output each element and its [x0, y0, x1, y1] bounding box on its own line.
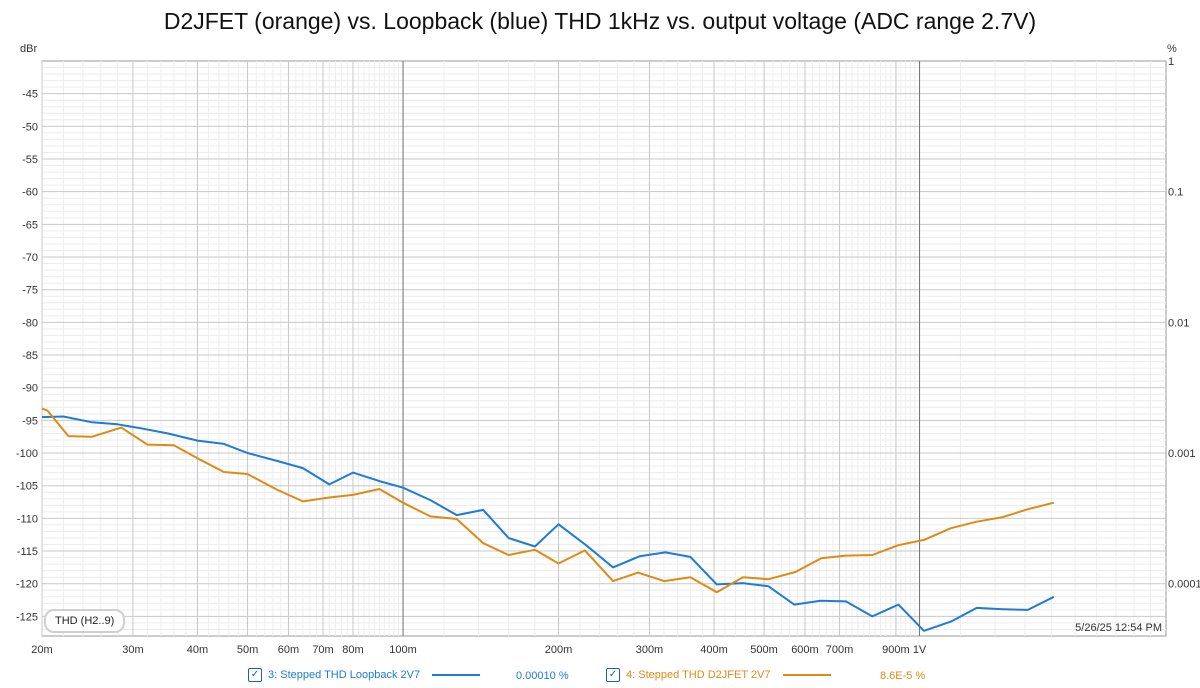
legend: ✓ 3: Stepped THD Loopback 2V7 0.00010 % …	[0, 666, 1200, 688]
y-tick-label: -120	[16, 579, 38, 591]
legend-line-d2jfet	[782, 674, 831, 676]
x-tick-label: 80m	[342, 644, 363, 656]
x-tick-label: 700m	[826, 644, 854, 656]
legend-checkbox-d2jfet[interactable]: ✓	[606, 668, 620, 682]
x-tick-label: 900m	[882, 644, 910, 656]
legend-line-loopback	[432, 674, 481, 676]
y-tick-label: -105	[16, 481, 38, 493]
x-tick-label: 50m	[237, 644, 258, 656]
timestamp: 5/26/25 12:54 PM	[1075, 622, 1162, 634]
y-tick-label: -85	[22, 350, 38, 362]
legend-value-d2jfet: 8.6E-5 %	[880, 670, 926, 682]
y-tick-label-right: 0.01	[1168, 317, 1189, 329]
y-tick-label-right: 0.0001	[1168, 579, 1200, 591]
y-tick-label: -70	[22, 252, 38, 264]
x-tick-label: 30m	[122, 644, 143, 656]
chart-title: D2JFET (orange) vs. Loopback (blue) THD …	[163, 8, 1037, 34]
y-tick-label: -45	[22, 89, 38, 101]
x-tick-label: 300m	[636, 644, 664, 656]
legend-label-d2jfet: 4: Stepped THD D2JFET 2V7	[626, 669, 771, 681]
x-tick-label: 70m	[312, 644, 333, 656]
y-tick-label: -50	[22, 121, 38, 133]
x-tick-label: 600m	[791, 644, 819, 656]
y-tick-label: -100	[16, 448, 38, 460]
y-tick-label: -60	[22, 187, 38, 199]
y-tick-label: -115	[17, 546, 38, 558]
x-tick-label: 100m	[389, 644, 417, 656]
series-line-d2jfet	[41, 407, 1055, 594]
y-axis-unit-right: %	[1167, 43, 1177, 55]
y-axis-unit-left: dBr	[20, 43, 37, 55]
thd-chart: -45 -50 -55 -60 -65 -70 -75 -80 -85 -90 -95 -100 -10…	[16, 43, 1200, 656]
y-tick-label-right: 1	[1168, 56, 1174, 68]
y-tick-label: -55	[22, 154, 38, 166]
measurement-badge[interactable]: THD (H2..9)	[44, 609, 126, 633]
x-tick-label: 20m	[31, 644, 52, 656]
y-tick-label: -110	[17, 513, 38, 525]
legend-checkbox-loopback[interactable]: ✓	[248, 668, 262, 682]
x-tick-label: 400m	[700, 644, 728, 656]
y-tick-label: -95	[22, 415, 38, 427]
legend-item-d2jfet[interactable]: ✓ 4: Stepped THD D2JFET 2V7	[606, 668, 831, 682]
x-tick-label: 500m	[750, 644, 778, 656]
legend-item-loopback[interactable]: ✓ 3: Stepped THD Loopback 2V7	[248, 668, 481, 682]
legend-value-loopback: 0.00010 %	[516, 670, 569, 682]
y-tick-label-right: 0.1	[1168, 187, 1183, 199]
x-tick-label: 60m	[278, 644, 299, 656]
legend-label-loopback: 3: Stepped THD Loopback 2V7	[268, 669, 421, 681]
x-tick-label: 40m	[187, 644, 208, 656]
x-tick-label: 1V	[913, 644, 927, 656]
major-grid	[41, 61, 1166, 636]
y-tick-label: -125	[16, 611, 38, 623]
axis-labels: -45 -50 -55 -60 -65 -70 -75 -80 -85 -90 -95 -100 -10…	[16, 56, 1200, 656]
y-tick-label: -90	[22, 383, 38, 395]
series-line-loopback	[41, 415, 1055, 632]
series-layer	[41, 407, 1055, 632]
y-tick-label-right: 0.001	[1168, 448, 1196, 460]
y-tick-label: -75	[22, 285, 38, 297]
x-tick-label: 200m	[545, 644, 573, 656]
y-tick-label: -80	[22, 317, 38, 329]
y-tick-label: -65	[22, 219, 38, 231]
